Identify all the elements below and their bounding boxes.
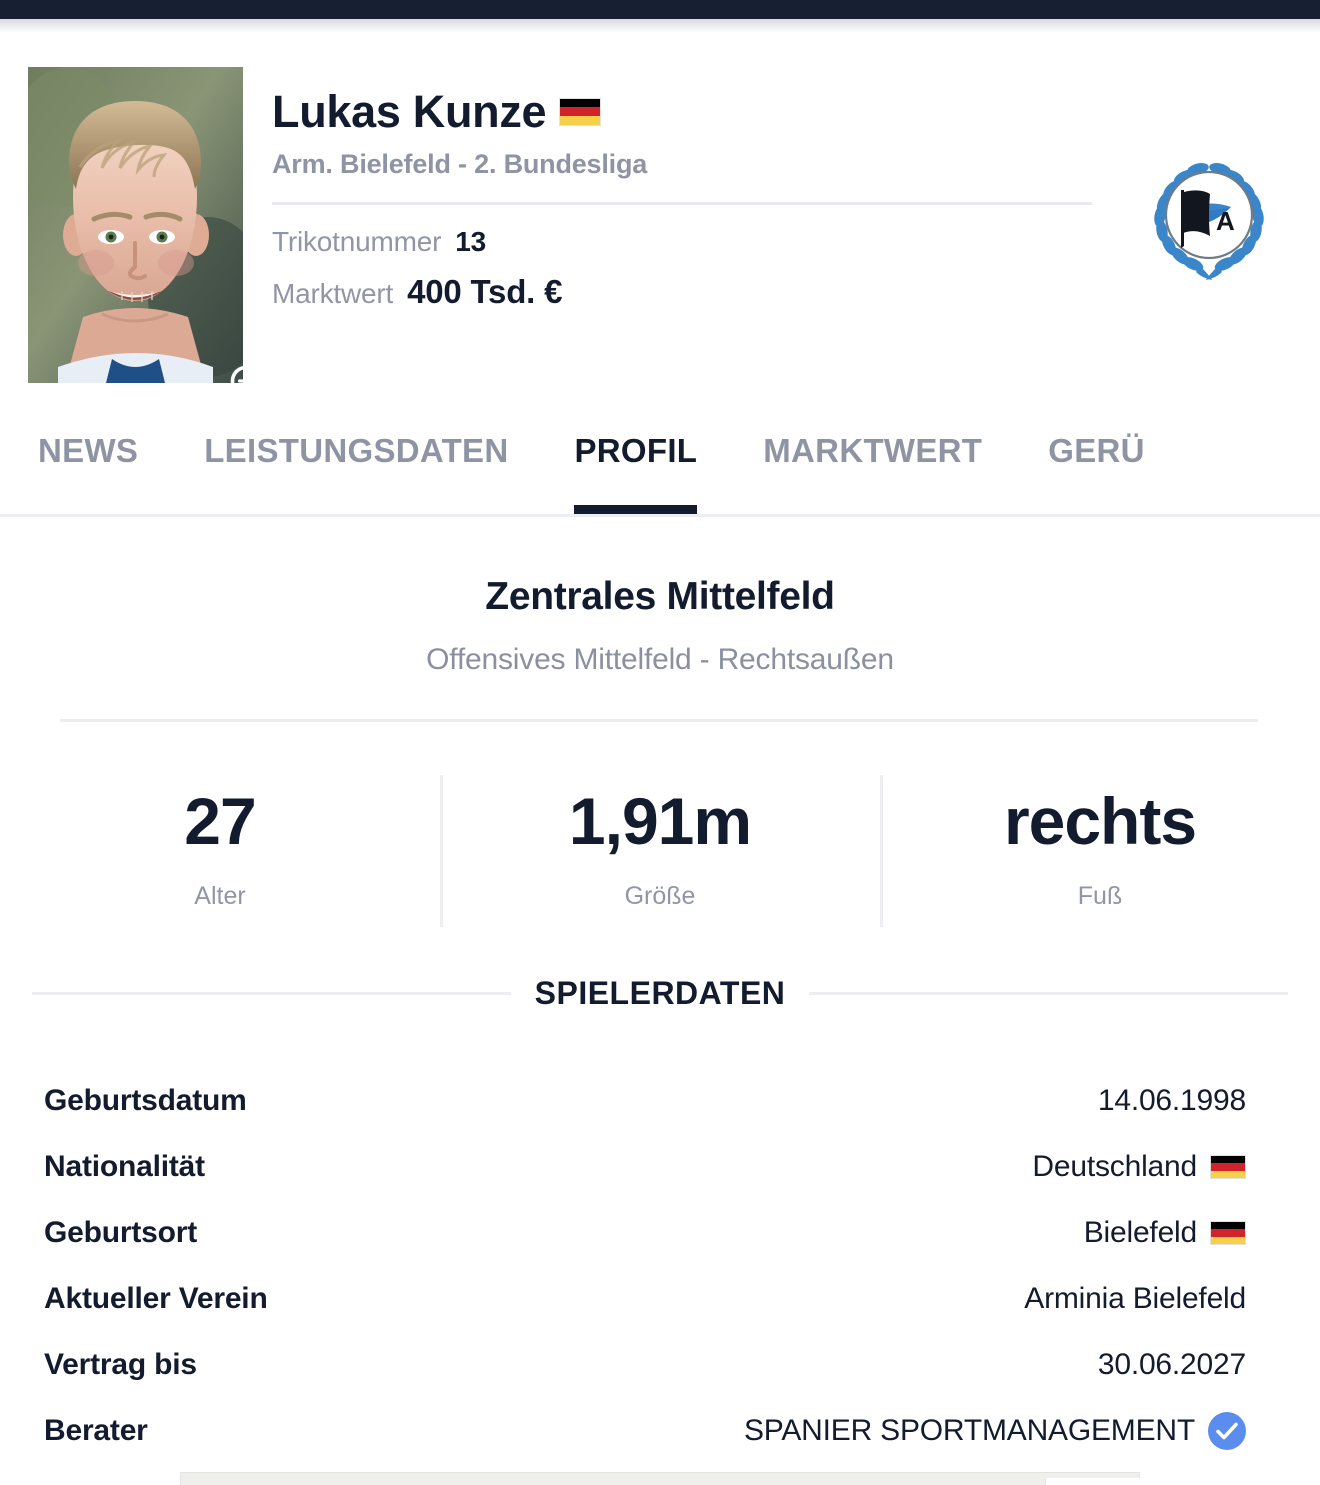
table-row: Vertrag bis 30.06.2027	[44, 1332, 1246, 1398]
next-section-panel	[180, 1472, 1140, 1485]
row-label-aktueller-verein: Aktueller Verein	[44, 1282, 268, 1315]
stat-height-label: Größe	[624, 882, 696, 910]
stat-height: 1,91m Größe	[440, 775, 880, 935]
row-value-text: SPANIER SPORTMANAGEMENT	[743, 1414, 1195, 1447]
page-title: Lukas Kunze	[272, 88, 1102, 135]
stat-foot: rechts Fuß	[880, 775, 1320, 935]
main-position: Zentrales Mittelfeld	[485, 575, 835, 618]
stat-foot-label: Fuß	[1077, 882, 1123, 910]
row-label-berater: Berater	[44, 1414, 148, 1447]
tab-news[interactable]: NEWS	[38, 432, 139, 469]
header-shadow	[0, 19, 1320, 33]
tab-marktwert[interactable]: MARKTWERT	[763, 432, 983, 469]
section-title: SPIELERDATEN	[534, 975, 786, 1011]
section-rule-left	[32, 992, 511, 995]
player-header: Lukas Kunze Arm. Bielefeld - 2. Bundesli…	[0, 33, 1320, 390]
section-rule-right	[809, 992, 1289, 995]
player-data-section-header: SPIELERDATEN	[32, 975, 1289, 1012]
row-value-text: 14.06.1998	[1097, 1084, 1246, 1117]
svg-text:A: A	[1216, 206, 1235, 236]
shirt-number-row: Trikotnummer 13	[272, 226, 1102, 258]
tab-list: NEWS LEISTUNGSDATEN PROFIL MARKTWERT GER…	[0, 404, 1320, 514]
row-value-geburtsdatum: 14.06.1998	[1098, 1084, 1246, 1118]
table-row: Aktueller Verein Arminia Bielefeld	[44, 1266, 1246, 1332]
row-value-text: 30.06.2027	[1097, 1348, 1246, 1381]
row-value-text: Arminia Bielefeld	[1024, 1282, 1246, 1315]
shirt-number-value: 13	[455, 226, 487, 258]
player-photo[interactable]	[28, 67, 243, 383]
germany-flag-icon	[1210, 1155, 1246, 1179]
row-label-vertrag-bis: Vertrag bis	[44, 1348, 197, 1381]
row-value-text: Deutschland	[1032, 1150, 1197, 1183]
club-league-subtitle[interactable]: Arm. Bielefeld - 2. Bundesliga	[272, 149, 648, 180]
player-name-text: Lukas Kunze	[272, 86, 547, 137]
position-block: Zentrales Mittelfeld Offensives Mittelfe…	[0, 575, 1320, 677]
tab-profil[interactable]: PROFIL	[541, 404, 730, 514]
market-value-value[interactable]: 400 Tsd. €	[407, 273, 563, 311]
status-bar	[0, 0, 1320, 19]
table-row: Geburtsort Bielefeld	[44, 1200, 1246, 1266]
player-data-list: Geburtsdatum 14.06.1998 Nationalität Deu…	[44, 1068, 1246, 1464]
stat-foot-value: rechts	[1003, 784, 1197, 858]
tab-geruechte[interactable]: GERÜ	[1048, 432, 1145, 469]
player-portrait-icon	[28, 67, 243, 383]
profile-tab-bar[interactable]: NEWS LEISTUNGSDATEN PROFIL MARKTWERT GER…	[0, 404, 1320, 517]
germany-flag-icon	[1210, 1221, 1246, 1245]
germany-flag-icon	[559, 97, 602, 126]
verified-check-icon	[1208, 1412, 1246, 1450]
row-value-nationalitaet: Deutschland	[1032, 1150, 1246, 1184]
stat-age: 27 Alter	[0, 775, 440, 935]
market-value-label: Marktwert	[272, 278, 394, 310]
row-label-nationalitaet: Nationalität	[44, 1150, 205, 1183]
table-row: Berater SPANIER SPORTMANAGEMENT	[44, 1398, 1246, 1464]
stat-age-value: 27	[184, 784, 256, 858]
row-value-aktueller-verein[interactable]: Arminia Bielefeld	[1024, 1282, 1246, 1316]
row-label-geburtsort: Geburtsort	[44, 1216, 198, 1249]
header-info: Lukas Kunze Arm. Bielefeld - 2. Bundesli…	[272, 88, 1102, 311]
key-stats-row: 27 Alter 1,91m Größe rechts Fuß	[0, 775, 1320, 935]
market-value-row: Marktwert 400 Tsd. €	[272, 273, 1102, 311]
stat-age-label: Alter	[194, 882, 246, 910]
table-row: Nationalität Deutschland	[44, 1134, 1246, 1200]
row-value-vertrag-bis: 30.06.2027	[1098, 1348, 1246, 1382]
shirt-number-label: Trikotnummer	[272, 226, 442, 258]
position-divider	[60, 719, 1258, 722]
stat-height-value: 1,91m	[568, 784, 752, 858]
row-value-berater[interactable]: SPANIER SPORTMANAGEMENT	[744, 1412, 1246, 1450]
row-value-text: Bielefeld	[1083, 1216, 1197, 1249]
tab-leistungsdaten[interactable]: LEISTUNGSDATEN	[204, 432, 509, 469]
table-row: Geburtsdatum 14.06.1998	[44, 1068, 1246, 1134]
row-label-geburtsdatum: Geburtsdatum	[44, 1084, 247, 1117]
row-value-geburtsort: Bielefeld	[1084, 1216, 1246, 1250]
header-divider	[272, 202, 1092, 206]
secondary-positions: Offensives Mittelfeld - Rechtsaußen	[426, 643, 894, 676]
next-section-panel-tail	[1045, 1478, 1141, 1485]
arminia-bielefeld-crest-icon[interactable]: A	[1140, 146, 1278, 284]
